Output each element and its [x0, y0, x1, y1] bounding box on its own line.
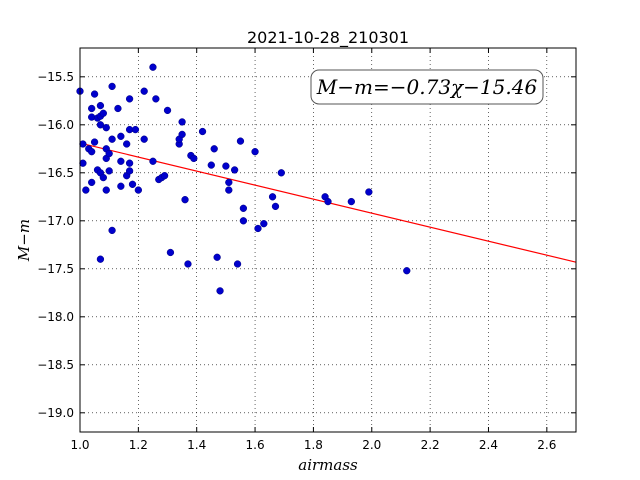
data-point [90, 90, 99, 98]
data-point [166, 248, 175, 257]
data-point [207, 161, 215, 169]
y-tick-label: −18.0 [37, 310, 74, 324]
data-point [114, 104, 122, 113]
data-point [149, 157, 157, 165]
data-point [105, 167, 113, 175]
data-point [123, 140, 131, 148]
y-tick-label: −18.5 [37, 358, 74, 372]
data-point [117, 157, 125, 165]
y-tick-label: −17.5 [37, 262, 74, 276]
grid-layer [79, 48, 576, 432]
data-point [216, 287, 224, 295]
data-point [210, 145, 218, 153]
data-point [190, 154, 198, 163]
plot-frame [79, 47, 577, 433]
data-point [239, 204, 248, 212]
data-point [181, 196, 189, 204]
x-axis-label: airmass [298, 456, 358, 474]
data-point [102, 124, 110, 132]
x-tick-label: 1.6 [246, 438, 265, 452]
tick-layer: 1.0 1.2 1.4 1.6 1.8 2.0 2.2 2.4 2.6 −15.5 −16.0 −16… [37, 48, 576, 452]
data-point [236, 137, 245, 145]
data-point [108, 226, 116, 235]
data-point [96, 101, 105, 110]
data-point [96, 255, 105, 263]
x-tick-label: 2.6 [537, 438, 556, 452]
annotation-text: M−m=−0.73χ−15.46 [316, 75, 538, 99]
x-tick-label: 2.0 [362, 438, 381, 452]
data-point [134, 186, 143, 194]
data-point [222, 162, 230, 170]
scatter-points [76, 63, 411, 295]
data-point [140, 87, 148, 95]
data-point [347, 197, 355, 206]
data-point [184, 260, 192, 268]
data-point [403, 267, 411, 275]
data-point [251, 148, 259, 156]
data-point [96, 121, 105, 129]
y-tick-label: −19.0 [37, 406, 74, 420]
data-point [88, 178, 96, 187]
data-point [82, 186, 90, 194]
data-point [88, 148, 96, 156]
data-point [198, 127, 207, 136]
data-point [149, 63, 157, 71]
y-tick-label: −16.5 [37, 166, 74, 180]
data-point [125, 95, 134, 103]
data-point [125, 159, 134, 167]
data-point [90, 138, 99, 146]
data-point [277, 169, 285, 177]
data-point [260, 220, 268, 228]
x-tick-label: 2.2 [421, 438, 440, 452]
x-tick-label: 1.2 [129, 438, 148, 452]
x-tick-label: 1.8 [304, 438, 323, 452]
data-point [225, 186, 233, 194]
data-point [254, 224, 262, 233]
data-point [117, 182, 125, 190]
data-point [163, 106, 172, 115]
fit-annotation: M−m=−0.73χ−15.46 [310, 69, 544, 105]
data-point [160, 172, 169, 180]
data-point [131, 125, 140, 134]
y-tick-label: −16.0 [37, 118, 74, 132]
data-point [268, 193, 277, 201]
data-point [152, 95, 160, 103]
data-point [79, 159, 87, 167]
data-point [230, 166, 239, 174]
data-point [365, 188, 373, 196]
annotation-box [310, 69, 544, 105]
data-point [99, 109, 107, 117]
data-point [178, 130, 186, 139]
data-point [88, 104, 96, 113]
data-point [99, 173, 107, 182]
chart-title: 2021-10-28_210301 [247, 28, 409, 48]
data-point [140, 135, 148, 143]
data-point [271, 202, 280, 211]
data-point [178, 118, 186, 126]
data-point [125, 167, 134, 175]
data-point [239, 217, 248, 225]
y-tick-label: −17.0 [37, 214, 74, 228]
data-point [108, 135, 116, 143]
data-point [213, 253, 221, 261]
data-point [105, 149, 113, 158]
y-tick-label: −15.5 [37, 70, 74, 84]
data-point [117, 132, 125, 140]
x-tick-label: 1.0 [70, 438, 89, 452]
data-point [79, 140, 87, 148]
data-point [233, 260, 242, 268]
data-point [225, 178, 233, 187]
data-point [102, 186, 110, 194]
y-axis-label: M−m [15, 219, 33, 262]
data-point [108, 82, 116, 91]
x-tick-label: 1.4 [187, 438, 206, 452]
x-tick-label: 2.4 [479, 438, 498, 452]
data-point [324, 197, 332, 206]
data-point [128, 180, 137, 188]
